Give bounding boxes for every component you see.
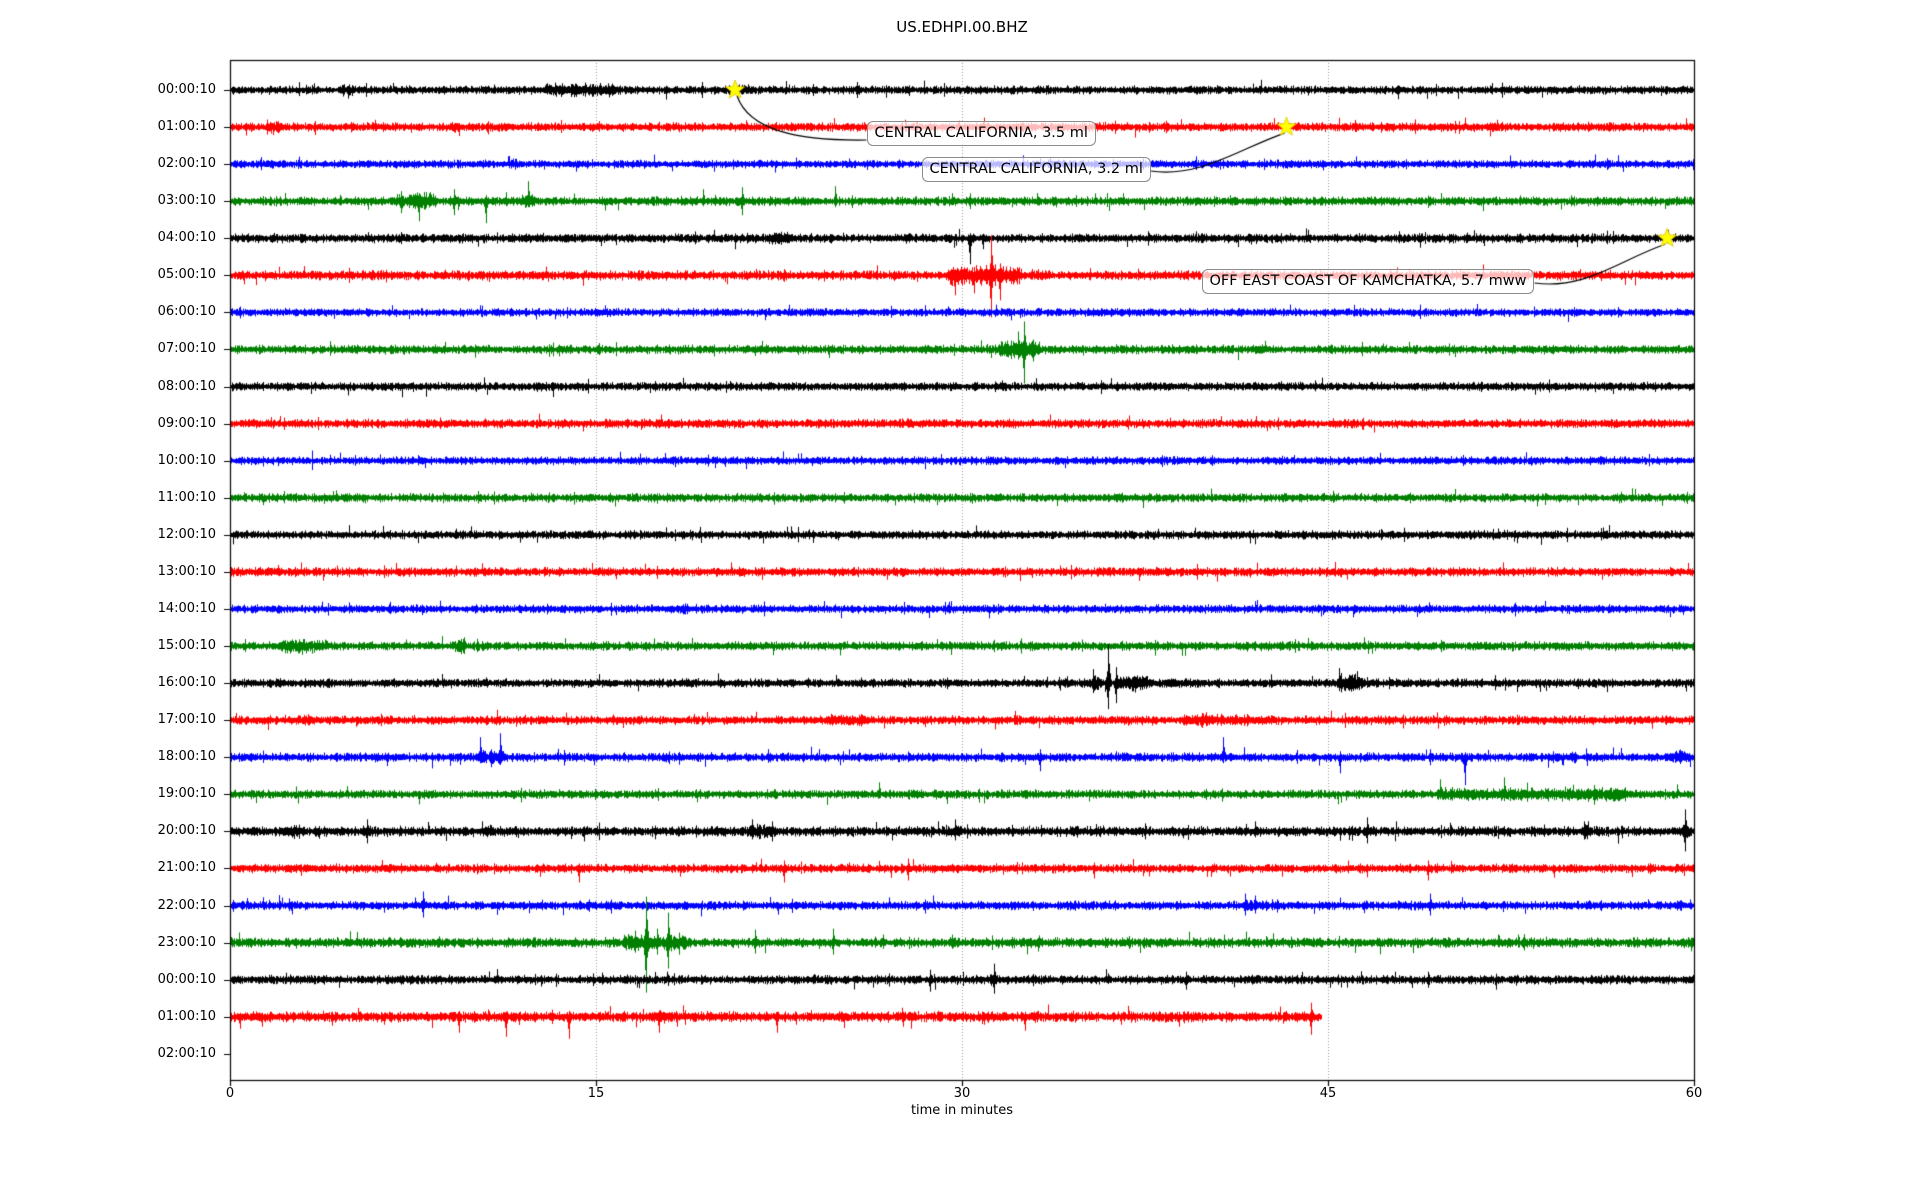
y-tick-label: 09:00:10 [157, 415, 216, 431]
y-tick-label: 08:00:10 [157, 378, 216, 394]
event-annotation: CENTRAL CALIFORNIA, 3.2 ml [921, 156, 1151, 182]
y-tick-label: 03:00:10 [157, 193, 216, 209]
y-tick-label: 14:00:10 [157, 600, 216, 616]
event-annotation: OFF EAST COAST OF KAMCHATKA, 5.7 mww [1201, 268, 1535, 294]
y-tick-label: 17:00:10 [157, 712, 216, 728]
y-tick-label: 16:00:10 [157, 675, 216, 691]
y-tick-label: 02:00:10 [157, 156, 216, 172]
y-tick-label: 01:00:10 [157, 1008, 216, 1024]
x-axis-label: time in minutes [910, 1103, 1014, 1118]
y-tick-label: 06:00:10 [157, 304, 216, 320]
y-tick-label: 21:00:10 [157, 860, 216, 876]
y-tick-label: 20:00:10 [157, 823, 216, 839]
y-tick-label: 00:00:10 [157, 971, 216, 987]
x-tick-label: 30 [953, 1086, 971, 1101]
y-tick-label: 19:00:10 [157, 786, 216, 802]
x-tick-label: 15 [587, 1086, 605, 1101]
y-tick-label: 00:00:10 [157, 82, 216, 97]
y-tick-label: 05:00:10 [157, 267, 216, 283]
event-annotation: CENTRAL CALIFORNIA, 3.5 ml [866, 120, 1096, 146]
y-tick-label: 11:00:10 [157, 489, 216, 505]
y-tick-label: 13:00:10 [157, 563, 216, 579]
x-tick-label: 0 [225, 1086, 235, 1101]
y-tick-label: 01:00:10 [157, 119, 216, 135]
x-tick-label: 45 [1319, 1086, 1337, 1101]
y-tick-label: 12:00:10 [157, 526, 216, 542]
y-tick-label: 15:00:10 [157, 638, 216, 654]
y-tick-label: 18:00:10 [157, 749, 216, 765]
figure-title: US.EDHPI.00.BHZ [896, 18, 1028, 36]
y-tick-label: 02:00:10 [157, 1045, 216, 1061]
x-tick-label: 60 [1685, 1086, 1703, 1101]
y-tick-label: 04:00:10 [157, 230, 216, 246]
y-tick-label: 10:00:10 [157, 452, 216, 468]
y-tick-label: 22:00:10 [157, 897, 216, 913]
y-tick-label: 07:00:10 [157, 341, 216, 357]
y-tick-label: 23:00:10 [157, 934, 216, 950]
